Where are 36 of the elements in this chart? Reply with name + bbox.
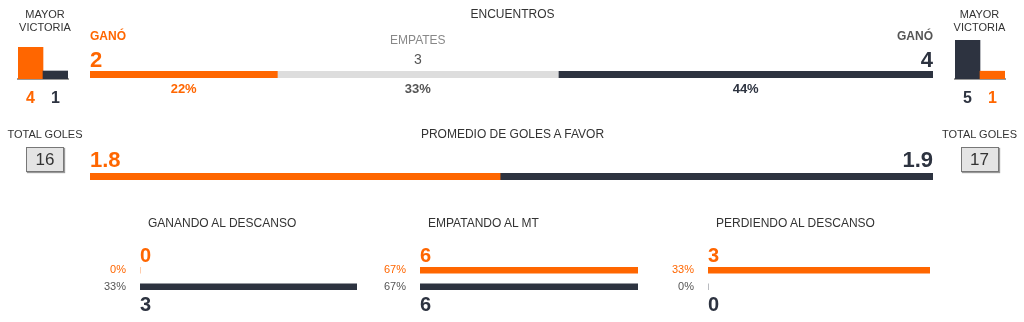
chart-title: ENCUENTROS [469,7,556,21]
data-label: 6 [420,244,432,267]
text: 44% [732,81,760,96]
data-label: 3 [140,292,152,315]
y-tick-label: 67% [383,263,407,276]
chart-title: GANANDO AL DESCANSO [148,216,297,230]
series-label: EMPATES [390,33,446,47]
text: TOTAL GOLES [941,128,1018,140]
text: 22% [170,81,198,96]
data-label: 3 [413,51,422,67]
chart-title: MAYOR VICTORIA [18,8,72,34]
data-label: 0 [140,244,152,267]
data-label: 1.9 [902,147,933,172]
data-label: 5 [963,89,973,106]
data-label: 0 [708,292,720,315]
chart-title: MAYOR VICTORIA [952,8,1007,34]
chart-title: PROMEDIO DE GOLES A FAVOR [419,127,606,141]
text: GANÓ [90,28,126,43]
chart-title: EMPATANDO AL MT [428,216,539,230]
data-label: 4 [920,47,934,72]
data-label: 4 [26,89,36,106]
data-label: 1.8 [90,147,121,172]
data-label: 1 [988,89,998,106]
data-label: 2 [90,47,103,72]
y-tick-label: 0% [110,263,127,276]
data-label: 3 [708,244,720,267]
text: 33% [404,81,432,96]
data-label: 1 [51,89,61,106]
text: GANÓ [897,28,933,43]
text: 16 [26,147,64,172]
y-tick-label: 67% [383,279,407,292]
data-label: 6 [420,292,432,315]
y-tick-label: 0% [678,279,695,292]
text: TOTAL GOLES [6,128,84,140]
chart-title: PERDIENDO AL DESCANSO [716,216,875,230]
text: 17 [960,147,999,172]
